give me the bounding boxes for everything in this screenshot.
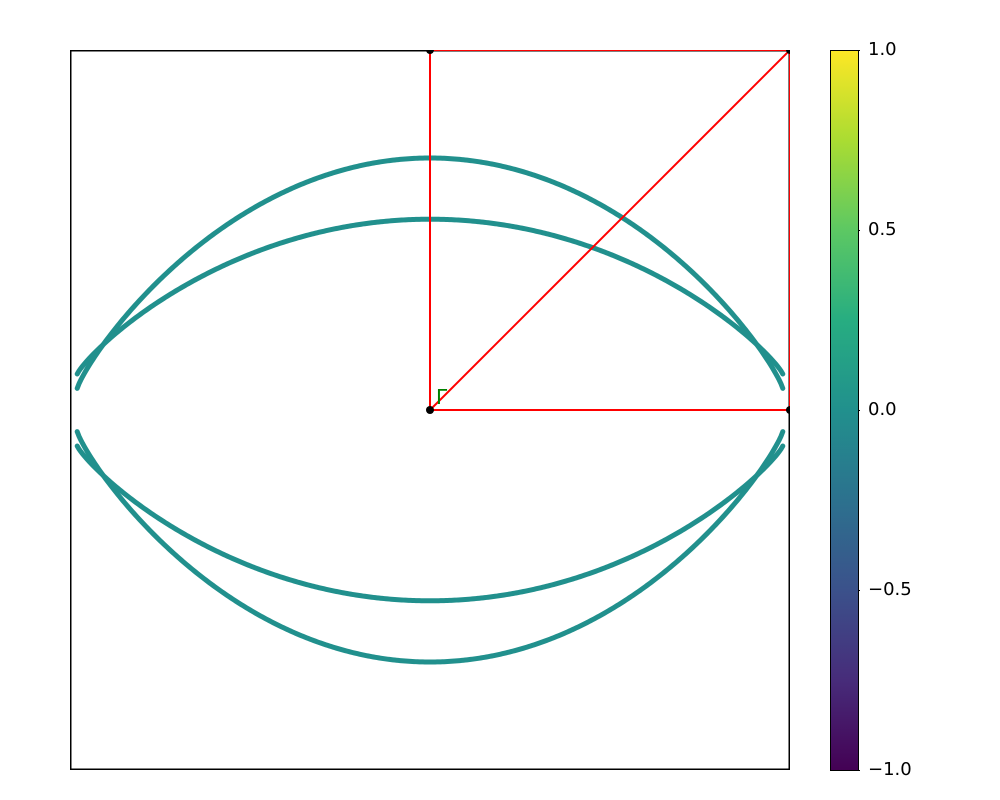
colorbar-tick-3: 0.5 [868,219,897,240]
hs-point-Γ [426,406,434,414]
colorbar [831,51,859,771]
figure: ΓXYS −1.0 −0.5 0.0 0.5 1.0 ⟨Sz⟩ [0,0,1000,800]
colorbar-area: −1.0−0.50.00.51.0⟨Sz⟩ [830,50,978,770]
fermi-sheet-0-bot [77,432,783,662]
colorbar-tick-1: −0.5 [868,579,912,600]
plot-area: ΓXYS [70,50,790,770]
hs-point-Y [426,50,434,54]
colorbar-tick-4: 1.0 [868,39,897,60]
colorbar-tick-2: 0.0 [868,399,897,420]
hs-label-Γ: Γ [436,385,448,409]
fermi-sheet-1-bot [77,446,783,601]
plot-svg: ΓXYS [70,50,790,770]
hs-line-4 [430,50,790,410]
colorbar-label: ⟨Sz⟩ [928,50,1000,770]
hs-point-X [786,406,790,414]
colorbar-tick-0: −1.0 [868,759,912,780]
colorbar-svg [830,50,860,772]
